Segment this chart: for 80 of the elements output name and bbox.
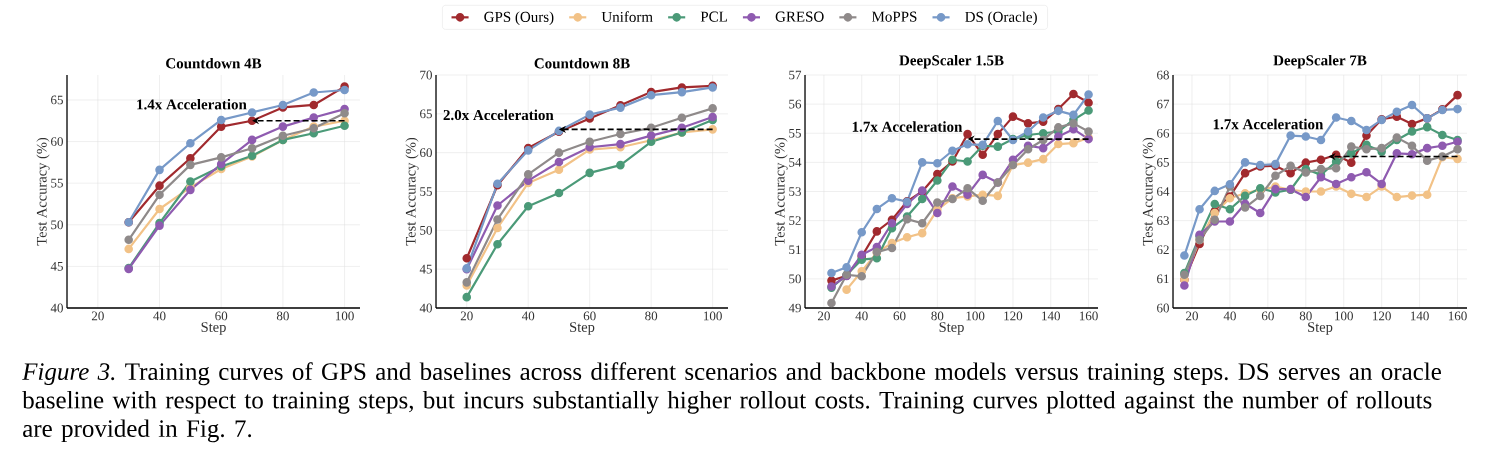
x-tick-label: 120 [1373,311,1391,321]
y-tick-label: 70 [420,70,432,80]
y-tick-label: 55 [789,128,801,138]
x-axis-title: Step [1308,322,1333,335]
y-tick-label: 61 [1157,274,1169,284]
legend-label: MoPPS [871,11,917,22]
y-tick-label: 50 [51,220,63,230]
y-tick-label: 60 [51,137,63,146]
x-tick-label: 40 [153,311,166,321]
x-tick-label: 20 [91,311,104,321]
x-tick-label: 80 [276,311,289,321]
legend-label: Uniform [601,11,653,22]
x-tick-label: 60 [583,311,596,321]
x-tick-label: 100 [704,311,722,321]
y-tick-label: 55 [420,187,432,196]
x-tick-label: 20 [460,311,473,321]
y-tick-label: 55 [51,178,63,188]
legend-label: GRESO [775,11,824,22]
x-tick-label: 60 [215,311,228,321]
y-tick-label: 67 [1157,99,1170,109]
x-tick-label: 60 [893,311,906,321]
y-tick-label: 40 [50,303,63,313]
x-tick-label: 100 [966,311,985,321]
x-axis-title: Step [939,322,964,335]
y-tick-label: 50 [420,225,432,235]
x-tick-label: 20 [1186,311,1198,321]
chart-title: Countdown 4B [166,57,262,69]
annotation: 1.7x Acceleration [852,121,963,132]
x-tick-label: 40 [521,311,535,321]
annotation: 1.4x Acceleration [137,98,247,110]
y-axis-title: Test Accuracy (%) [774,137,788,246]
y-tick-label: 51 [789,245,801,255]
y-tick-label: 62 [1157,245,1169,255]
x-tick-label: 40 [855,311,868,321]
x-axis-title: Step [570,322,595,335]
x-tick-label: 140 [1410,311,1429,321]
y-tick-label: 65 [1157,158,1169,167]
x-tick-label: 140 [1042,311,1061,321]
x-tick-label: 160 [1079,311,1098,321]
y-tick-label: 49 [788,303,801,313]
x-tick-label: 160 [1448,311,1467,321]
y-tick-label: 63 [1157,216,1169,225]
x-tick-label: 120 [1004,311,1023,321]
annotation: 2.0x Acceleration [443,109,554,121]
y-tick-label: 65 [51,95,63,105]
y-tick-label: 65 [420,109,432,119]
x-tick-label: 80 [645,311,658,321]
y-tick-label: 53 [789,187,801,196]
x-tick-label: 100 [1335,311,1353,321]
chart-title: DeepScaler 1.5B [899,54,1004,69]
x-tick-label: 80 [1299,311,1312,321]
legend-label: PCL [700,11,727,22]
y-tick-label: 52 [789,216,801,225]
x-tick-label: 60 [1261,311,1274,321]
y-axis-title: Test Accuracy (%) [405,137,419,246]
y-axis-title: Test Accuracy (%) [36,137,50,246]
y-tick-label: 60 [420,148,432,158]
legend-label: DS (Oracle) [965,11,1037,25]
y-tick-label: 66 [1157,128,1170,138]
annotation: 1.7x Acceleration [1213,118,1324,130]
y-tick-label: 56 [789,99,802,109]
x-tick-label: 80 [931,311,944,321]
y-tick-label: 50 [789,274,801,284]
y-tick-label: 68 [1157,70,1169,80]
x-tick-label: 20 [817,311,830,321]
y-tick-label: 45 [50,262,63,271]
y-tick-label: 54 [789,158,802,167]
chart-title: DeepScaler 7B [1273,54,1367,69]
y-tick-label: 45 [419,264,432,274]
x-tick-label: 40 [1223,311,1236,321]
y-tick-label: 57 [789,70,802,80]
chart-title: Countdown 8B [534,57,630,69]
y-tick-label: 40 [419,303,432,313]
y-tick-label: 60 [1157,303,1169,313]
x-axis-title: Step [201,322,226,335]
text: Figure 3. Training curves of GPS and baselines across different scenarios and backbone models versus training steps. DS serves an oracle baseline with respect to training steps, but incurs substantially higher rollout costs. Training curves plotted against the number of rollouts are provided in Fig. 7. [22,362,1441,443]
x-tick-label: 100 [335,311,354,321]
y-tick-label: 64 [1157,187,1170,196]
legend-label: GPS (Ours) [484,11,554,25]
y-axis-title: Test Accuracy (%) [1142,137,1156,246]
